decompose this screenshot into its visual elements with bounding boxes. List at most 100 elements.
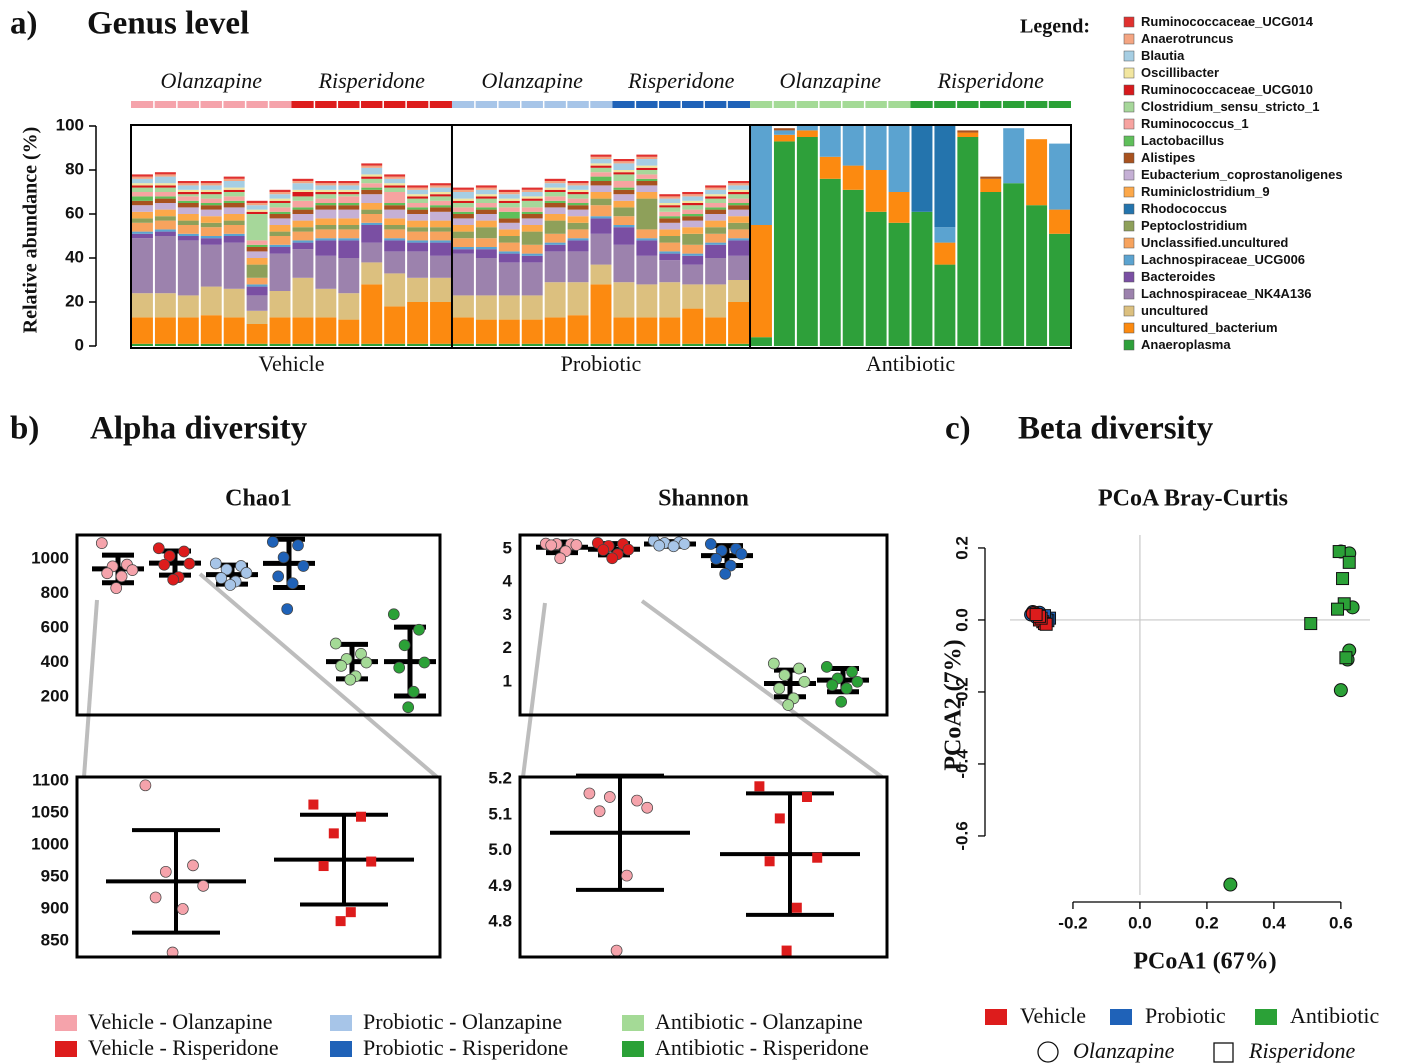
bar-segment bbox=[452, 214, 474, 219]
x-tick-label: -0.2 bbox=[1058, 913, 1087, 932]
bar-segment bbox=[246, 264, 268, 278]
bar-segment bbox=[269, 189, 291, 192]
bar-segment bbox=[728, 198, 750, 203]
bar-segment bbox=[682, 216, 704, 221]
point bbox=[603, 791, 616, 803]
bar-segment bbox=[407, 242, 429, 252]
bar-segment bbox=[292, 214, 314, 221]
bar-segment bbox=[223, 242, 245, 289]
point bbox=[318, 861, 329, 872]
bar-segment bbox=[728, 194, 750, 199]
bar-segment bbox=[544, 251, 566, 283]
bar-segment bbox=[521, 187, 543, 190]
legend-label: Antibiotic - Risperidone bbox=[655, 1035, 869, 1060]
bar-segment bbox=[728, 181, 750, 184]
y-tick-label: 1100 bbox=[32, 770, 69, 789]
point bbox=[597, 544, 610, 556]
point bbox=[1332, 545, 1346, 559]
bar-segment bbox=[475, 319, 497, 344]
bar-segment bbox=[407, 240, 429, 243]
bar-segment bbox=[315, 194, 337, 199]
bar-segment bbox=[132, 233, 153, 239]
point bbox=[774, 813, 785, 824]
point bbox=[767, 657, 780, 670]
point bbox=[356, 811, 366, 822]
bar-segment bbox=[567, 222, 589, 230]
bar-segment bbox=[269, 253, 291, 291]
bar-segment bbox=[636, 343, 658, 346]
bar-segment bbox=[200, 209, 222, 217]
bar-segment bbox=[223, 181, 245, 188]
point bbox=[764, 856, 775, 867]
point bbox=[1029, 608, 1043, 622]
y-tick-label: 0 bbox=[75, 335, 84, 354]
point bbox=[387, 608, 400, 621]
bar-segment bbox=[659, 343, 681, 346]
point bbox=[583, 787, 596, 800]
x-tick-label: 0.0 bbox=[1128, 913, 1152, 932]
bar-segment bbox=[384, 225, 406, 230]
bar-segment bbox=[567, 185, 589, 190]
point bbox=[163, 550, 176, 562]
bar-segment bbox=[521, 244, 543, 254]
subgroup-strip bbox=[750, 101, 911, 108]
bar-segment bbox=[430, 240, 451, 243]
bar-segment bbox=[1026, 205, 1048, 346]
point bbox=[167, 573, 180, 586]
legend-label: Risperidone bbox=[1248, 1038, 1356, 1063]
bar-segment bbox=[452, 198, 474, 201]
legend-label: Antibiotic bbox=[1290, 1003, 1379, 1028]
bar-segment bbox=[498, 319, 520, 344]
bar-segment bbox=[200, 343, 222, 346]
bar-segment bbox=[361, 189, 383, 195]
bar-segment bbox=[430, 255, 451, 278]
bar-segment bbox=[659, 218, 681, 223]
bar-segment bbox=[521, 198, 543, 201]
bar-segment bbox=[200, 238, 222, 245]
bar-segment bbox=[223, 200, 245, 203]
bar-segment bbox=[246, 244, 268, 247]
bar-segment bbox=[269, 207, 291, 212]
bar-segment bbox=[498, 211, 520, 219]
bar-segment bbox=[521, 218, 543, 225]
point bbox=[215, 572, 228, 584]
bar-segment bbox=[430, 242, 451, 256]
legend-swatch bbox=[1123, 50, 1135, 62]
bar-segment bbox=[475, 343, 497, 346]
legend-label: Vehicle - Risperidone bbox=[88, 1035, 279, 1060]
bar-segment bbox=[384, 273, 406, 307]
point bbox=[545, 539, 558, 552]
bar-segment bbox=[223, 214, 245, 221]
bar-segment bbox=[384, 251, 406, 274]
group-label: Vehicle bbox=[259, 351, 325, 376]
bar-segment bbox=[269, 236, 291, 245]
bar-segment bbox=[452, 189, 474, 192]
bar-segment bbox=[315, 317, 337, 344]
point bbox=[802, 792, 812, 802]
bar-segment bbox=[246, 324, 268, 344]
bar-segment bbox=[223, 189, 245, 192]
bar-segment bbox=[498, 229, 520, 236]
subgroup-strip bbox=[451, 101, 613, 108]
bar-segment bbox=[338, 192, 360, 195]
bar-segment bbox=[269, 225, 291, 232]
bar-segment bbox=[544, 181, 566, 184]
bar-segment bbox=[315, 203, 337, 206]
bar-segment bbox=[475, 194, 497, 197]
bar-segment bbox=[475, 187, 497, 190]
bar-segment bbox=[384, 240, 406, 252]
bar-segment bbox=[154, 220, 176, 230]
bar-segment bbox=[338, 238, 360, 241]
bar-segment bbox=[728, 189, 750, 192]
bar-segment bbox=[154, 196, 176, 199]
bar-segment bbox=[682, 308, 704, 344]
y-tick-label: 60 bbox=[65, 203, 84, 222]
legend-label: Anaeroplasma bbox=[1141, 337, 1231, 352]
y-tick-label: 800 bbox=[41, 583, 69, 602]
plot-frame bbox=[518, 533, 889, 717]
bar-segment bbox=[177, 200, 199, 203]
bar-segment bbox=[498, 192, 520, 195]
bar-segment bbox=[384, 174, 406, 177]
bar-segment bbox=[636, 192, 658, 199]
bar-segment bbox=[888, 222, 910, 346]
